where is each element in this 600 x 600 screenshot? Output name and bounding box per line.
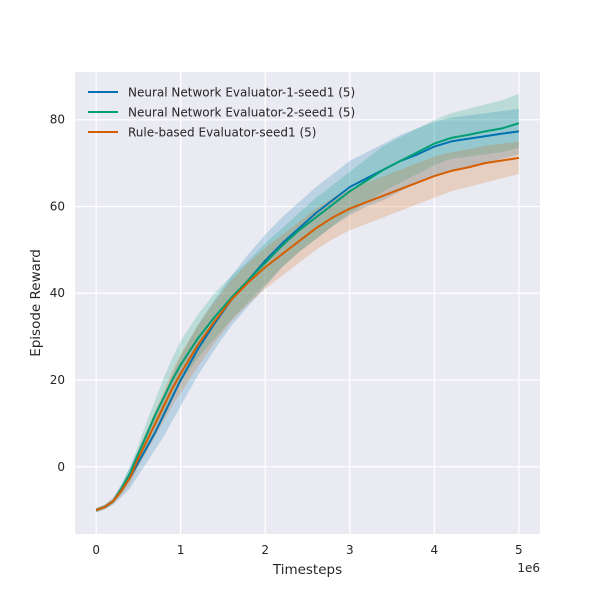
y-tick-label: 40 (50, 286, 65, 300)
y-tick-label: 0 (57, 460, 65, 474)
legend: Neural Network Evaluator-1-seed1 (5) Neur… (88, 86, 355, 140)
legend-entry: Neural Network Evaluator-2-seed1 (5) (128, 106, 355, 120)
grid-lines (75, 72, 540, 534)
y-tick-label: 20 (50, 373, 65, 387)
y-tick-labels: 0 20 40 60 80 (50, 113, 65, 474)
series-3-line (95, 156, 520, 512)
x-tick-label: 3 (346, 543, 354, 557)
x-axis-label: Timesteps (272, 562, 342, 578)
plot-area (75, 72, 540, 534)
legend-entry: Rule-based Evaluator-seed1 (5) (128, 126, 316, 140)
x-axis-offset-label: 1e6 (517, 561, 540, 575)
x-tick-label: 4 (430, 543, 438, 557)
series-2-line (95, 122, 520, 512)
legend-entry: Neural Network Evaluator-1-seed1 (5) (128, 86, 355, 100)
y-axis-label: Episode Reward (28, 249, 44, 357)
y-tick-label: 80 (50, 113, 65, 127)
x-tick-label: 5 (515, 543, 523, 557)
confidence-bands (96, 93, 519, 513)
x-tick-label: 1 (177, 543, 185, 557)
series-3-band (96, 141, 519, 513)
series-1-band (96, 108, 519, 513)
series-1-line (95, 130, 520, 512)
series-2-band (96, 93, 519, 513)
series-lines (95, 122, 520, 512)
y-tick-label: 60 (50, 199, 65, 213)
x-tick-label: 2 (261, 543, 269, 557)
x-tick-label: 0 (92, 543, 100, 557)
x-tick-labels: 0 1 2 3 4 5 (92, 543, 522, 557)
